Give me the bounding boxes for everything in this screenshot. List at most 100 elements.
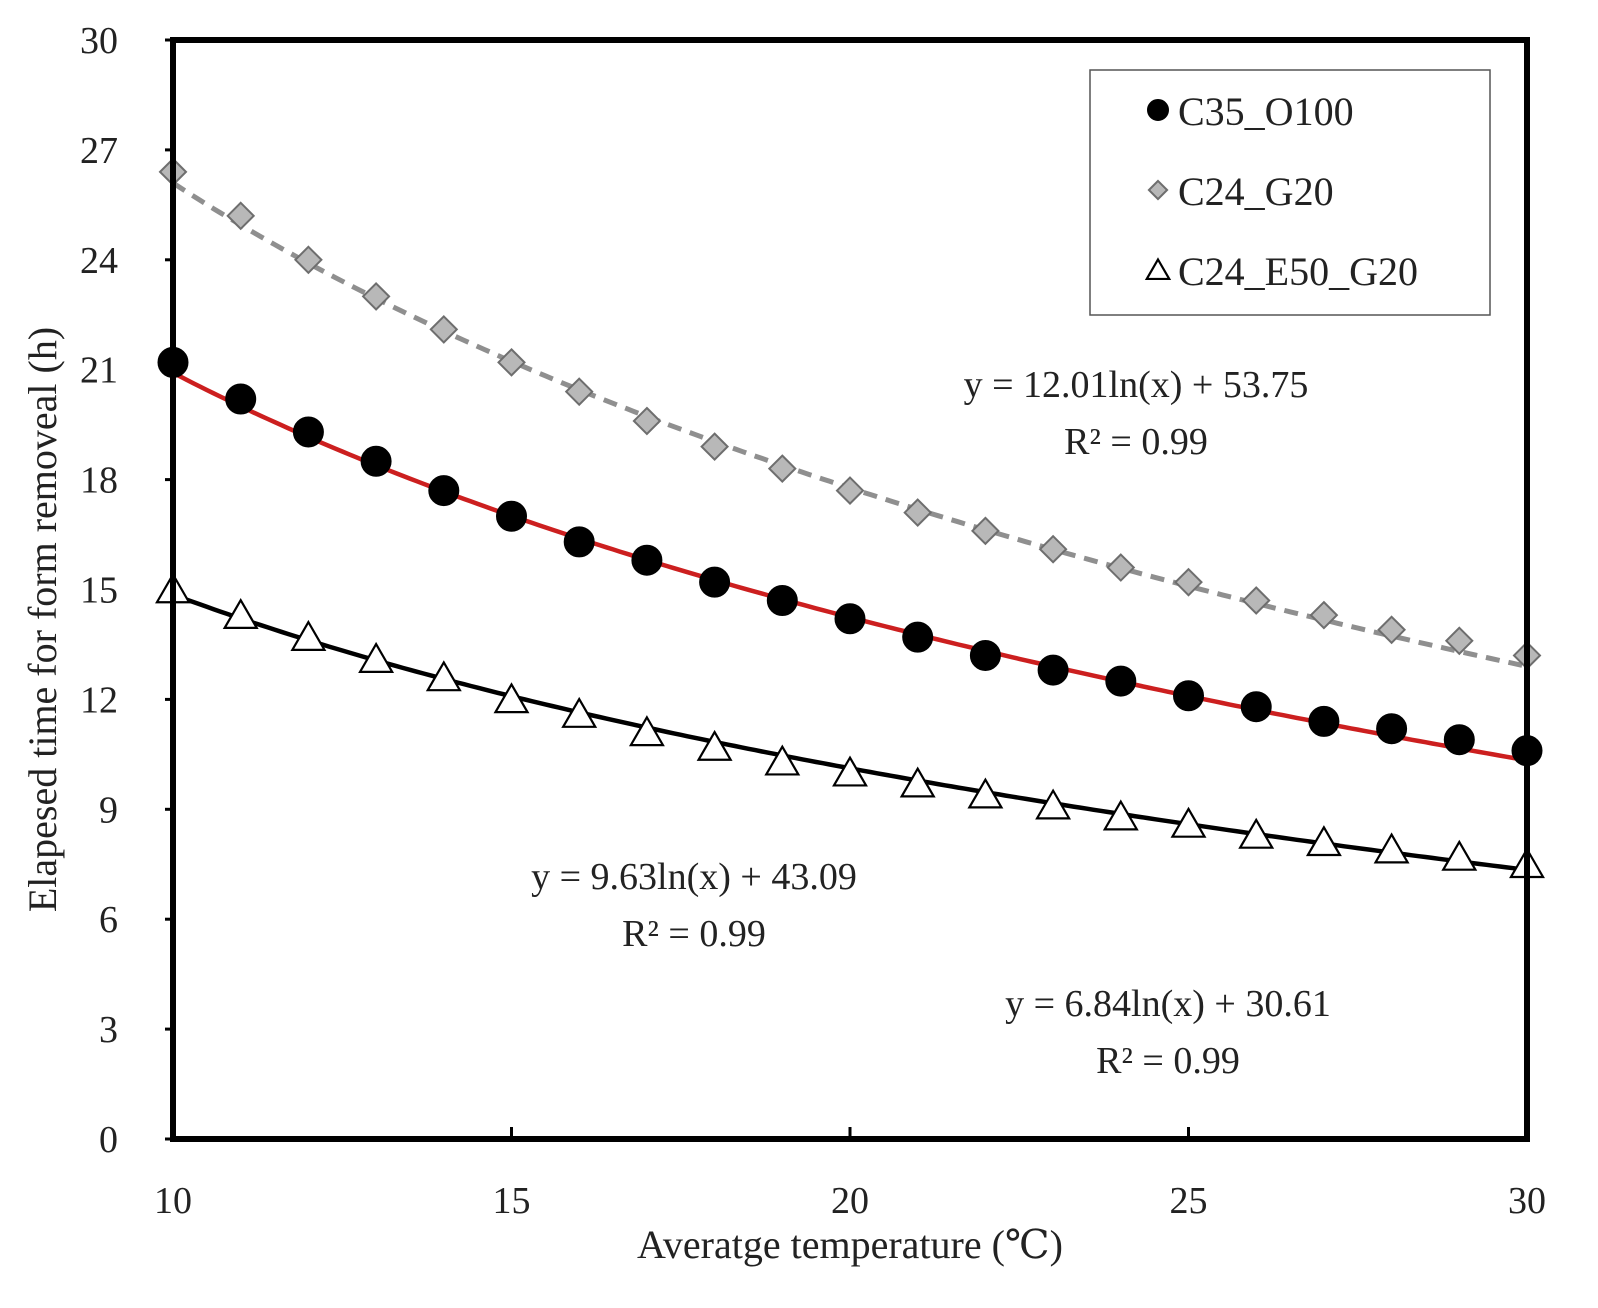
data-point xyxy=(1309,600,1339,630)
legend-label: C24_E50_G20 xyxy=(1178,249,1418,294)
data-point xyxy=(832,755,868,787)
equation-label: y = 12.01ln(x) + 53.75 xyxy=(964,364,1309,406)
trendline-c35-o100 xyxy=(171,370,1528,763)
data-point xyxy=(1037,654,1069,686)
series-c35-o100 xyxy=(157,346,1543,767)
data-point xyxy=(429,314,459,344)
equation-label: y = 6.84ln(x) + 30.61 xyxy=(1005,983,1331,1025)
equation-annotation-c35-o100: y = 9.63ln(x) + 43.09 R² = 0.99 xyxy=(531,856,857,955)
data-point xyxy=(1241,586,1271,615)
data-point xyxy=(899,766,936,798)
x-tick-label: 20 xyxy=(831,1180,869,1222)
data-point xyxy=(834,603,866,635)
data-point xyxy=(493,682,530,714)
data-point xyxy=(1105,665,1137,697)
y-tick-label: 30 xyxy=(80,20,118,62)
data-point xyxy=(699,566,731,598)
data-point xyxy=(290,619,327,651)
legend-label: C24_G20 xyxy=(1178,169,1334,214)
legend-marker xyxy=(1147,99,1169,121)
data-point xyxy=(696,729,733,761)
x-tick-label: 25 xyxy=(1170,1180,1208,1222)
x-tick-label: 30 xyxy=(1508,1180,1546,1222)
data-point xyxy=(1173,680,1204,712)
data-point xyxy=(360,445,392,477)
data-point xyxy=(764,744,801,776)
data-point xyxy=(628,715,665,747)
legend-item-c35-o100: C35_O100 xyxy=(1147,89,1354,134)
data-point xyxy=(1035,788,1072,820)
y-axis-label: Elapesed time for form removeal (h) xyxy=(20,327,65,912)
data-point xyxy=(293,245,323,275)
r-squared-label: R² = 0.99 xyxy=(1096,1040,1240,1082)
legend-item-c24-g20: C24_G20 xyxy=(1147,169,1334,214)
plot-area-frame xyxy=(170,37,1530,1142)
data-point xyxy=(1305,825,1342,857)
y-tick-label: 6 xyxy=(99,899,118,941)
data-point xyxy=(1444,626,1474,656)
data-point xyxy=(969,639,1001,671)
data-point xyxy=(970,516,1000,546)
legend-marker xyxy=(1147,179,1169,201)
x-axis-label: Averatge temperature (℃) xyxy=(637,1222,1063,1267)
data-point xyxy=(1038,534,1068,564)
data-point xyxy=(361,282,391,311)
data-point xyxy=(631,544,663,576)
data-point xyxy=(497,347,526,377)
data-point xyxy=(561,696,598,728)
data-point xyxy=(1373,832,1410,864)
y-tick-label: 9 xyxy=(99,789,118,831)
equation-annotation-c24-g20: y = 12.01ln(x) + 53.75 R² = 0.99 xyxy=(964,364,1309,463)
data-point xyxy=(767,454,797,484)
data-point xyxy=(292,416,324,448)
r-squared-label: R² = 0.99 xyxy=(1064,421,1208,463)
equation-annotation-c24-e50-g20: y = 6.84ln(x) + 30.61 R² = 0.99 xyxy=(1005,983,1331,1082)
y-tick-label: 15 xyxy=(80,570,118,612)
data-point xyxy=(226,201,256,231)
legend-label: C35_O100 xyxy=(1178,89,1354,134)
data-point xyxy=(1102,799,1139,831)
y-tick-label: 24 xyxy=(80,240,118,282)
data-point xyxy=(700,432,730,462)
r-squared-label: R² = 0.99 xyxy=(622,913,766,955)
data-point xyxy=(358,641,395,673)
equation-label: y = 9.63ln(x) + 43.09 xyxy=(531,856,857,898)
data-point xyxy=(835,476,865,506)
data-point xyxy=(428,475,460,507)
data-point xyxy=(1308,705,1340,737)
data-point xyxy=(1376,713,1408,745)
data-point xyxy=(1174,567,1203,597)
data-point xyxy=(563,526,595,558)
data-point xyxy=(225,383,257,415)
data-point xyxy=(496,500,527,532)
legend: C35_O100 C24_G20 C24_E50_G20 xyxy=(1089,69,1491,316)
data-point xyxy=(1443,724,1475,756)
legend-item-c24-e50-g20: C24_E50_G20 xyxy=(1144,249,1418,294)
data-point xyxy=(564,377,594,407)
y-tick-label: 21 xyxy=(80,350,118,392)
data-point xyxy=(1377,615,1407,645)
legend-marker xyxy=(1144,257,1172,281)
data-point xyxy=(766,584,798,616)
data-point xyxy=(425,660,462,692)
y-tick-label: 3 xyxy=(99,1009,118,1051)
x-tick-label: 10 xyxy=(154,1180,192,1222)
data-point xyxy=(222,597,259,629)
series-c24-g20 xyxy=(158,157,1542,670)
data-point xyxy=(1106,553,1136,582)
x-tick-label: 15 xyxy=(493,1180,531,1222)
data-point xyxy=(1441,839,1478,871)
data-point xyxy=(632,406,662,436)
y-tick-label: 0 xyxy=(99,1119,118,1161)
data-point xyxy=(967,777,1004,809)
data-point xyxy=(1240,691,1272,723)
y-tick-label: 12 xyxy=(80,679,118,721)
y-tick-label: 27 xyxy=(80,130,118,172)
data-point xyxy=(1238,817,1275,849)
data-point xyxy=(1170,806,1207,838)
data-point xyxy=(902,621,934,653)
y-tick-label: 18 xyxy=(80,460,118,502)
tick-labels: 0 3 6 9 12 15 18 21 24 27 30 10 15 20 25 30 xyxy=(80,20,1546,1222)
data-point xyxy=(903,498,933,527)
